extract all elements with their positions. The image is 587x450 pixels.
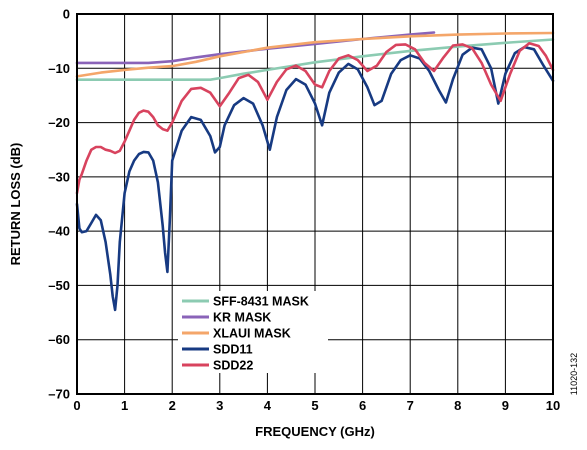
x-tick-label: 0 <box>73 398 80 413</box>
figure-id: 11020-132 <box>569 353 579 395</box>
series-line-sff-8431-mask <box>75 38 555 81</box>
y-tick-label: –40 <box>48 224 70 239</box>
series-layer <box>75 31 555 312</box>
x-tick-label: 9 <box>502 398 509 413</box>
x-tick-label: 3 <box>216 398 223 413</box>
x-tick-label: 2 <box>169 398 176 413</box>
y-tick-label: –30 <box>48 169 70 184</box>
series-line-sdd11 <box>75 45 555 312</box>
legend-label-sdd11: SDD11 <box>213 343 253 357</box>
legend: SFF-8431 MASK KR MASK XLAUI MASK SDD11 SDD22 <box>178 291 328 373</box>
x-tick-label: 10 <box>546 398 560 413</box>
x-tick-label: 1 <box>121 398 128 413</box>
legend-label-sdd22: SDD22 <box>213 359 253 373</box>
x-tick-label: 5 <box>311 398 318 413</box>
y-tick-label: –60 <box>48 332 70 347</box>
legend-label-kr-mask: KR MASK <box>213 311 271 325</box>
x-tick-label: 6 <box>359 398 366 413</box>
y-axis-title: RETURN LOSS (dB) <box>8 143 23 266</box>
x-axis-title: FREQUENCY (GHz) <box>255 424 375 439</box>
x-tick-label: 4 <box>264 398 272 413</box>
y-tick-label: –10 <box>48 61 70 76</box>
y-tick-label: 0 <box>63 7 70 22</box>
legend-label-sff-8431-mask: SFF-8431 MASK <box>213 295 309 309</box>
x-tick-label: 8 <box>454 398 461 413</box>
tick-labels: 0 1 2 3 4 5 6 7 8 9 10 0 –10 –20 –30 –40 –50 –60 –70 <box>48 7 560 414</box>
series-line-sdd22 <box>75 41 555 195</box>
series-line-xlaui-mask <box>75 31 555 78</box>
plot-frame <box>76 13 554 395</box>
legend-label-xlaui-mask: XLAUI MASK <box>213 327 291 341</box>
y-tick-label: –70 <box>48 387 70 402</box>
y-tick-label: –50 <box>48 278 70 293</box>
x-tick-label: 7 <box>407 398 414 413</box>
y-tick-label: –20 <box>48 115 70 130</box>
